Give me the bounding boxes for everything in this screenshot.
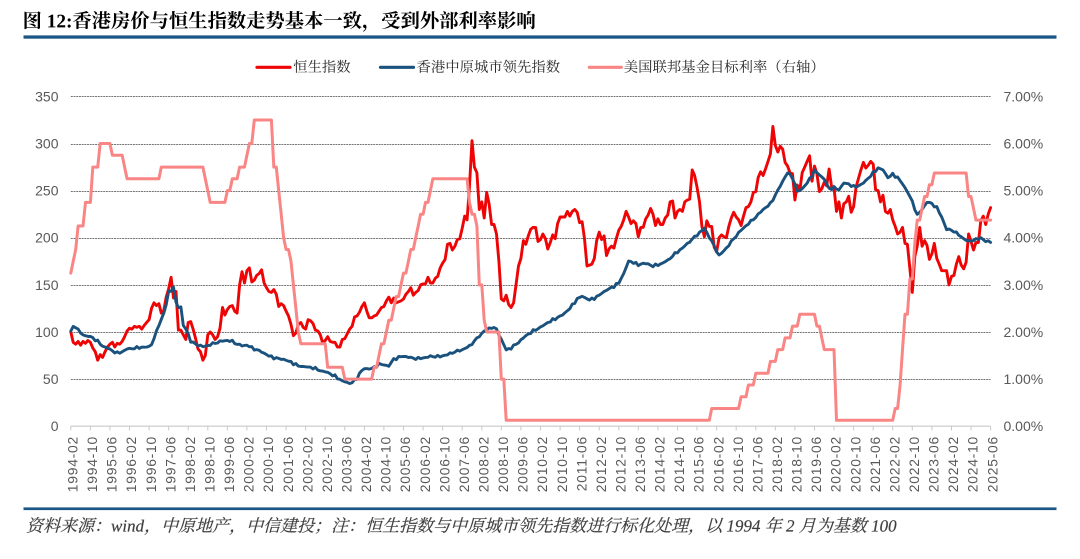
svg-text:2003-06: 2003-06 (339, 436, 355, 492)
svg-text:2002-02: 2002-02 (299, 436, 315, 492)
svg-text:300: 300 (35, 136, 59, 152)
svg-text:250: 250 (35, 183, 59, 199)
svg-text:50: 50 (43, 371, 59, 387)
svg-text:2023-06: 2023-06 (926, 436, 942, 492)
svg-text:350: 350 (35, 88, 59, 104)
svg-text:2024-10: 2024-10 (965, 436, 981, 492)
svg-text:2010-02: 2010-02 (534, 436, 550, 492)
svg-text:2018-02: 2018-02 (769, 436, 785, 492)
svg-text:2020-10: 2020-10 (847, 436, 863, 492)
svg-text:1997-06: 1997-06 (162, 436, 178, 492)
svg-text:2004-02: 2004-02 (358, 436, 374, 492)
svg-text:1999-06: 1999-06 (221, 436, 237, 492)
svg-text:1998-02: 1998-02 (182, 436, 198, 492)
svg-text:1.00%: 1.00% (1004, 371, 1044, 387)
svg-text:2016-02: 2016-02 (710, 436, 726, 492)
svg-text:2002-10: 2002-10 (319, 436, 335, 492)
svg-text:100: 100 (35, 324, 59, 340)
svg-text:2015-06: 2015-06 (691, 436, 707, 492)
svg-text:2004-10: 2004-10 (378, 436, 394, 492)
svg-text:2024-02: 2024-02 (945, 436, 961, 492)
svg-text:2000-02: 2000-02 (241, 436, 257, 492)
svg-text:2020-02: 2020-02 (828, 436, 844, 492)
svg-text:1996-02: 1996-02 (123, 436, 139, 492)
svg-text:2014-10: 2014-10 (671, 436, 687, 492)
svg-text:2022-02: 2022-02 (886, 436, 902, 492)
svg-text:5.00%: 5.00% (1004, 183, 1044, 199)
svg-text:1995-06: 1995-06 (104, 436, 120, 492)
svg-text:2016-10: 2016-10 (730, 436, 746, 492)
svg-text:2011-06: 2011-06 (573, 436, 589, 491)
svg-text:2001-06: 2001-06 (280, 436, 296, 492)
svg-text:150: 150 (35, 277, 59, 293)
svg-text:2010-10: 2010-10 (554, 436, 570, 492)
svg-text:2008-10: 2008-10 (495, 436, 511, 492)
svg-text:1998-10: 1998-10 (202, 436, 218, 492)
svg-text:200: 200 (35, 230, 59, 246)
svg-text:2025-06: 2025-06 (984, 436, 1000, 492)
svg-text:2014-02: 2014-02 (652, 436, 668, 492)
svg-text:7.00%: 7.00% (1004, 88, 1044, 104)
svg-text:2013-06: 2013-06 (632, 436, 648, 492)
svg-text:1994-10: 1994-10 (84, 436, 100, 492)
svg-text:2012-10: 2012-10 (613, 436, 629, 492)
svg-text:2007-06: 2007-06 (456, 436, 472, 492)
svg-text:2000-10: 2000-10 (260, 436, 276, 492)
svg-text:2006-02: 2006-02 (417, 436, 433, 492)
svg-text:2022-10: 2022-10 (906, 436, 922, 492)
svg-text:4.00%: 4.00% (1004, 230, 1044, 246)
svg-text:2006-10: 2006-10 (436, 436, 452, 492)
svg-text:2009-06: 2009-06 (515, 436, 531, 492)
svg-text:0: 0 (51, 418, 59, 434)
svg-text:2017-06: 2017-06 (750, 436, 766, 492)
svg-text:2018-10: 2018-10 (789, 436, 805, 492)
svg-text:2021-06: 2021-06 (867, 436, 883, 492)
svg-text:2.00%: 2.00% (1004, 324, 1044, 340)
svg-text:3.00%: 3.00% (1004, 277, 1044, 293)
svg-text:2019-06: 2019-06 (808, 436, 824, 492)
svg-text:0.00%: 0.00% (1004, 418, 1044, 434)
svg-text:2012-02: 2012-02 (593, 436, 609, 492)
svg-text:2005-06: 2005-06 (397, 436, 413, 492)
svg-text:6.00%: 6.00% (1004, 136, 1044, 152)
svg-text:2008-02: 2008-02 (476, 436, 492, 492)
svg-text:1994-02: 1994-02 (65, 436, 81, 492)
svg-text:1996-10: 1996-10 (143, 436, 159, 492)
